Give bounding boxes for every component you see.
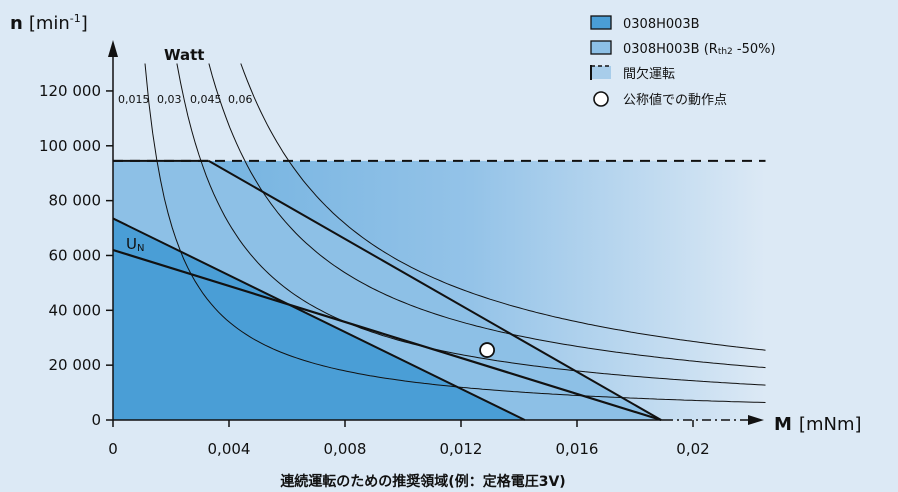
watt-label-4: 0,06 — [228, 93, 253, 106]
un-characteristic-line — [112, 248, 662, 422]
legend-marker-circle — [593, 91, 609, 107]
characteristic-lines — [112, 159, 766, 422]
legend-label-3: 間欠運転 — [623, 66, 675, 82]
x-tick-label-2: 0,008 — [324, 440, 367, 458]
y-tick-label-6: 120 000 — [39, 82, 101, 100]
y-tick-label-0: 0 — [91, 411, 101, 429]
watt-title: Watt — [164, 46, 204, 64]
operating-regions — [113, 160, 766, 420]
y-tick-label-4: 80 000 — [49, 192, 102, 210]
legend-label-2: 0308H003B (Rth2 -50%) — [623, 42, 776, 57]
legend: 0308H003B 0308H003B (Rth2 -50%) 間欠運転 公称値… — [590, 15, 776, 108]
power-curve-4 — [240, 63, 766, 351]
x-tick-label-0: 0 — [108, 440, 118, 458]
y-tick-label-3: 60 000 — [49, 246, 102, 264]
legend-marker-dashed — [590, 65, 611, 80]
x-tick-label-1: 0,004 — [208, 440, 251, 458]
power-curve-2 — [176, 63, 766, 386]
y-tick-label-2: 40 000 — [49, 301, 102, 319]
watt-label-3: 0,045 — [190, 93, 222, 106]
un-label: UN — [126, 235, 144, 254]
power-curve-3 — [208, 63, 766, 369]
y-tick-label-5: 100 000 — [39, 137, 101, 155]
x-tick-label-3: 0,012 — [440, 440, 483, 458]
legend-marker-light — [590, 40, 612, 55]
x-axis-title: M [mNm] — [774, 414, 862, 435]
axes — [108, 40, 764, 425]
watt-label-1: 0,015 — [118, 93, 150, 106]
operating-point-layer — [479, 342, 496, 358]
legend-marker-dark — [590, 15, 612, 30]
tick-labels: 0,015 0,03 0,045 0,06 0 20 000 40 000 60 000 80 … — [39, 82, 710, 458]
legend-label-4: 公称値での動作点 — [623, 92, 727, 108]
y-tick-label-1: 20 000 — [49, 356, 102, 374]
legend-label-1: 0308H003B — [623, 17, 700, 32]
chart-caption: 連続運転のための推奨領域(例：定格電圧3V) — [280, 473, 565, 490]
y-axis-title: n [min-1] — [10, 12, 88, 34]
continuous-boundary-line — [112, 217, 526, 421]
x-tick-label-5: 0,02 — [676, 440, 709, 458]
operating-point — [479, 342, 496, 358]
x-axis-arrow — [748, 415, 764, 425]
x-tick-label-4: 0,016 — [556, 440, 599, 458]
rth2-boundary-line — [208, 160, 662, 421]
watt-label-2: 0,03 — [157, 93, 182, 106]
y-axis-arrow — [108, 40, 118, 57]
